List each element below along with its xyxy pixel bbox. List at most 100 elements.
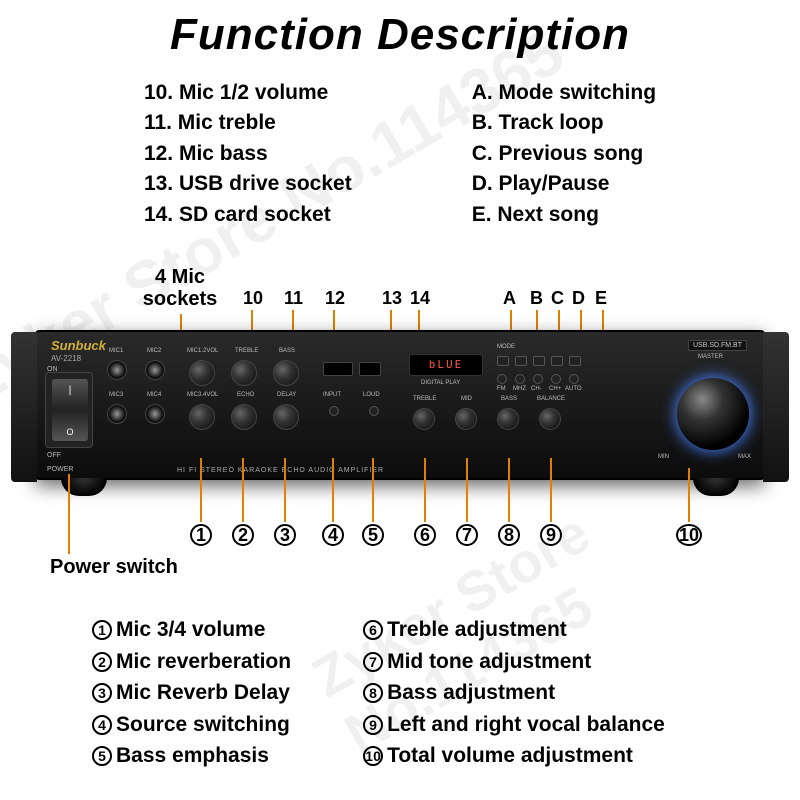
legend-item: 11. Mic treble: [144, 108, 352, 138]
top-legend: 10. Mic 1/2 volume 11. Mic treble 12. Mi…: [0, 78, 800, 230]
usb-slot[interactable]: [323, 362, 353, 376]
mode-badge: USB.SD.FM.BT: [688, 340, 747, 351]
bass-knob[interactable]: [497, 408, 519, 430]
input-button[interactable]: [329, 406, 339, 416]
mode-label: MODE: [497, 344, 515, 350]
treble-label: TREBLE: [235, 348, 258, 354]
bottom-legend: 1Mic 3/4 volume 2Mic reverberation 3Mic …: [92, 614, 665, 772]
legend-text: Mic reverberation: [116, 650, 291, 673]
mic34vol-label: MIC3.4VOL: [187, 392, 218, 398]
auto-label: AUTO: [565, 386, 582, 392]
circle-icon: 5: [92, 746, 112, 766]
mhz-label: MHZ: [513, 386, 526, 392]
callout-line: [550, 458, 552, 522]
chm-label: CH-: [531, 386, 542, 392]
legend-text: Left and right vocal balance: [387, 713, 665, 736]
max-label: MAX: [738, 454, 751, 460]
treble-knob[interactable]: [413, 408, 435, 430]
callout-line: [200, 458, 202, 522]
ch-minus-button[interactable]: [533, 374, 543, 384]
rack-ear-left: [11, 332, 37, 482]
top-legend-right: A. Mode switching B. Track loop C. Previ…: [472, 78, 656, 230]
next-button[interactable]: [569, 356, 581, 366]
circle-3: 3: [274, 524, 296, 546]
sd-slot[interactable]: [359, 362, 381, 376]
callout-line: [688, 468, 690, 522]
circle-10: 10: [676, 524, 702, 546]
legend-item: 2Mic reverberation: [92, 646, 291, 678]
legend-text: Total volume adjustment: [387, 744, 633, 767]
prev-button[interactable]: [533, 356, 545, 366]
power-off-label: OFF: [47, 452, 61, 459]
mic3-jack[interactable]: [107, 404, 127, 424]
legend-item: 12. Mic bass: [144, 139, 352, 169]
legend-item: 10Total volume adjustment: [363, 740, 665, 772]
legend-item: C. Previous song: [472, 139, 656, 169]
circle-icon: 9: [363, 715, 383, 735]
loop-button[interactable]: [515, 356, 527, 366]
callout-A: A: [503, 288, 516, 309]
power-switch[interactable]: [45, 372, 93, 448]
mic-sockets-label: 4 Mic sockets: [130, 266, 230, 310]
circle-icon: 2: [92, 652, 112, 672]
mic-treble-knob[interactable]: [231, 360, 257, 386]
legend-item: 7Mid tone adjustment: [363, 646, 665, 678]
circle-icon: 8: [363, 683, 383, 703]
input-label: INPUT: [323, 392, 341, 398]
mic4-jack[interactable]: [145, 404, 165, 424]
mic34-volume-knob[interactable]: [189, 404, 215, 430]
power-switch-label: Power switch: [50, 556, 178, 578]
rack-ear-right: [763, 332, 789, 482]
fm-label: FM: [497, 386, 506, 392]
callout-line: [284, 458, 286, 522]
top-legend-left: 10. Mic 1/2 volume 11. Mic treble 12. Mi…: [144, 78, 352, 230]
callout-E: E: [595, 288, 607, 309]
circle-5: 5: [362, 524, 384, 546]
bass2-label: BASS: [501, 396, 517, 402]
treble2-label: TREBLE: [413, 396, 436, 402]
mic2-jack[interactable]: [145, 360, 165, 380]
amplifier-panel: Sunbuck AV-2218 ON OFF POWER MIC1 MIC2 M…: [35, 330, 765, 480]
mic4-label: MIC4: [147, 392, 161, 398]
master-volume-knob[interactable]: [677, 378, 749, 450]
echo-label: ECHO: [237, 392, 254, 398]
circle-icon: 10: [363, 746, 383, 766]
delay-label: DELAY: [277, 392, 296, 398]
balance-knob[interactable]: [539, 408, 561, 430]
mhz-button[interactable]: [515, 374, 525, 384]
legend-text: Mic Reverb Delay: [116, 681, 290, 704]
echo-knob[interactable]: [231, 404, 257, 430]
callout-num-12: 12: [325, 288, 345, 309]
hifi-label: HI FI STEREO KARAOKE ECHO AUDIO AMPLIFIE…: [177, 467, 384, 474]
legend-item: 9Left and right vocal balance: [363, 709, 665, 741]
loud-label: LOUD: [363, 392, 380, 398]
legend-item: B. Track loop: [472, 108, 656, 138]
bass-label: BASS: [279, 348, 295, 354]
mic-bass-knob[interactable]: [273, 360, 299, 386]
ch-plus-button[interactable]: [551, 374, 561, 384]
mode-button[interactable]: [497, 356, 509, 366]
callout-B: B: [530, 288, 543, 309]
legend-text: Mid tone adjustment: [387, 650, 591, 673]
callout-num-14: 14: [410, 288, 430, 309]
delay-knob[interactable]: [273, 404, 299, 430]
play-pause-button[interactable]: [551, 356, 563, 366]
circle-icon: 3: [92, 683, 112, 703]
chp-label: CH+: [549, 386, 561, 392]
callout-line: [332, 458, 334, 522]
legend-item: 1Mic 3/4 volume: [92, 614, 291, 646]
callout-C: C: [551, 288, 564, 309]
mid-knob[interactable]: [455, 408, 477, 430]
foot: [693, 478, 739, 496]
led-display: bLUE: [409, 354, 483, 376]
auto-button[interactable]: [569, 374, 579, 384]
mic12-volume-knob[interactable]: [189, 360, 215, 386]
legend-item: 14. SD card socket: [144, 200, 352, 230]
min-label: MIN: [658, 454, 669, 460]
digital-play-label: DIGITAL PLAY: [421, 380, 460, 386]
loud-button[interactable]: [369, 406, 379, 416]
circle-9: 9: [540, 524, 562, 546]
fm-button[interactable]: [497, 374, 507, 384]
mic1-jack[interactable]: [107, 360, 127, 380]
callout-line: [68, 474, 70, 554]
